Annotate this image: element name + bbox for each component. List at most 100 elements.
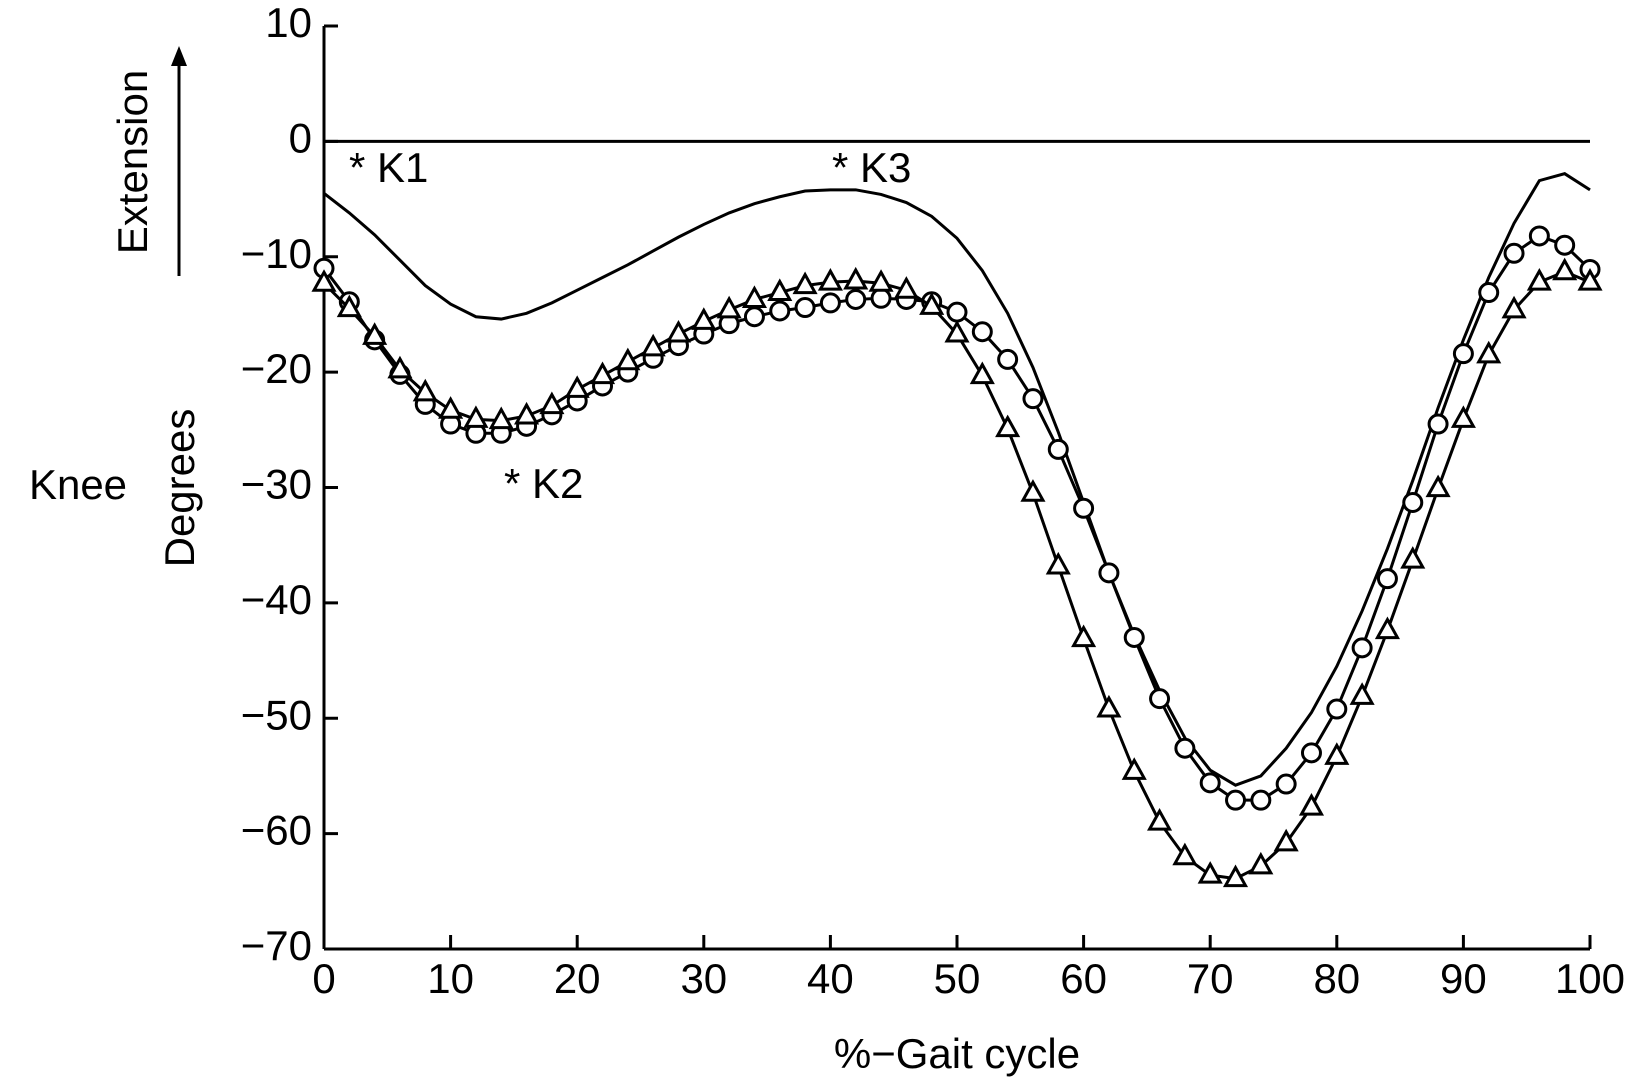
triangle-marker xyxy=(665,319,692,343)
triangle-marker xyxy=(1425,474,1451,498)
circle-marker xyxy=(1149,688,1171,710)
circle-marker xyxy=(1351,637,1373,659)
x-tick-label: 10 xyxy=(427,955,474,1002)
circle-marker xyxy=(1225,789,1247,811)
triangle-marker xyxy=(767,278,793,302)
direction-arrowhead xyxy=(171,46,187,66)
triangle-marker xyxy=(1298,793,1325,816)
triangle-marker xyxy=(1096,694,1122,718)
y-label-left: Knee xyxy=(29,461,127,508)
triangle-marker xyxy=(944,319,970,343)
triangle-marker xyxy=(1172,842,1198,866)
triangle-marker xyxy=(1147,807,1173,831)
circle-marker xyxy=(1047,438,1069,460)
triangle-marker xyxy=(1577,268,1603,291)
circle-marker xyxy=(1123,626,1145,648)
triangle-marker xyxy=(1248,851,1274,875)
series-line xyxy=(322,270,1591,881)
y-tick-label: −70 xyxy=(241,922,312,969)
triangle-marker xyxy=(589,361,616,385)
y-tick-label: −60 xyxy=(241,807,312,854)
circle-marker xyxy=(1376,568,1398,590)
circle-marker xyxy=(1073,497,1095,519)
circle-marker xyxy=(1478,282,1500,304)
circle-marker xyxy=(1300,742,1322,764)
x-tick-label: 70 xyxy=(1187,955,1234,1002)
triangle-marker xyxy=(741,285,767,308)
circle-marker xyxy=(1528,225,1550,247)
triangle-marker xyxy=(843,266,869,290)
triangle-marker xyxy=(1071,624,1097,648)
annotation: * K2 xyxy=(504,460,583,507)
x-axis-title: %−Gait cycle xyxy=(834,1030,1080,1077)
circle-marker xyxy=(1250,789,1272,811)
triangle-marker xyxy=(412,378,438,402)
triangle-marker xyxy=(919,292,945,315)
y-tick-label: −30 xyxy=(241,461,312,508)
circle-marker xyxy=(1098,562,1120,584)
triangle-marker xyxy=(716,295,742,319)
triangle-marker xyxy=(1273,828,1299,852)
triangle-marker xyxy=(1324,742,1350,765)
y-tick-label: −50 xyxy=(241,691,312,738)
x-tick-label: 0 xyxy=(312,955,335,1002)
triangle-marker xyxy=(1450,405,1476,428)
triangle-marker xyxy=(362,322,388,345)
circle-marker xyxy=(1503,242,1525,264)
triangle-marker xyxy=(514,401,540,425)
triangle-marker xyxy=(1476,340,1502,364)
triangle-marker xyxy=(1526,268,1552,291)
triangle-marker xyxy=(792,271,818,295)
y-tick-label: −10 xyxy=(241,230,312,277)
circle-marker xyxy=(1199,772,1221,794)
circle-marker xyxy=(845,288,867,310)
annotation: * K3 xyxy=(832,144,911,191)
triangle-marker xyxy=(615,347,641,371)
triangle-marker xyxy=(1197,861,1223,884)
y-axis-title: Degrees xyxy=(156,409,203,568)
direction-label: Extension xyxy=(109,70,156,254)
circle-marker xyxy=(819,292,841,314)
triangle-marker xyxy=(1222,864,1249,888)
circle-marker xyxy=(1402,491,1424,513)
triangle-marker xyxy=(1349,682,1375,705)
triangle-marker xyxy=(311,269,337,292)
circle-marker xyxy=(769,300,791,322)
circle-marker xyxy=(1326,698,1348,720)
triangle-marker xyxy=(691,307,717,330)
triangle-marker xyxy=(1374,616,1400,640)
triangle-marker xyxy=(1045,551,1071,575)
triangle-marker xyxy=(1501,295,1527,319)
triangle-marker xyxy=(463,405,489,428)
annotation: * K1 xyxy=(349,144,428,191)
circle-marker xyxy=(971,321,993,343)
triangle-marker xyxy=(817,268,843,291)
triangle-marker xyxy=(640,333,666,357)
x-tick-label: 30 xyxy=(680,955,727,1002)
circle-marker xyxy=(870,287,892,309)
circle-marker xyxy=(1452,343,1474,365)
circle-marker xyxy=(743,306,765,328)
circle-marker xyxy=(1554,234,1576,256)
y-tick-label: −20 xyxy=(241,345,312,392)
triangle-marker xyxy=(893,276,919,299)
triangle-marker xyxy=(488,406,514,430)
y-tick-label: −40 xyxy=(241,576,312,623)
x-tick-label: 80 xyxy=(1313,955,1360,1002)
y-tick-label: 10 xyxy=(265,0,312,46)
x-tick-label: 90 xyxy=(1440,955,1487,1002)
x-tick-label: 50 xyxy=(934,955,981,1002)
triangle-marker xyxy=(438,396,464,419)
circle-marker xyxy=(946,301,968,323)
circle-marker xyxy=(794,297,816,319)
x-tick-label: 100 xyxy=(1555,955,1625,1002)
triangle-marker xyxy=(1400,546,1426,569)
triangle-marker xyxy=(1121,757,1147,780)
y-tick-label: 0 xyxy=(289,114,312,161)
circle-marker xyxy=(1427,413,1449,435)
circle-marker xyxy=(1275,773,1297,795)
triangle-marker xyxy=(995,414,1021,438)
triangle-marker xyxy=(336,294,362,318)
triangle-marker xyxy=(564,375,590,398)
